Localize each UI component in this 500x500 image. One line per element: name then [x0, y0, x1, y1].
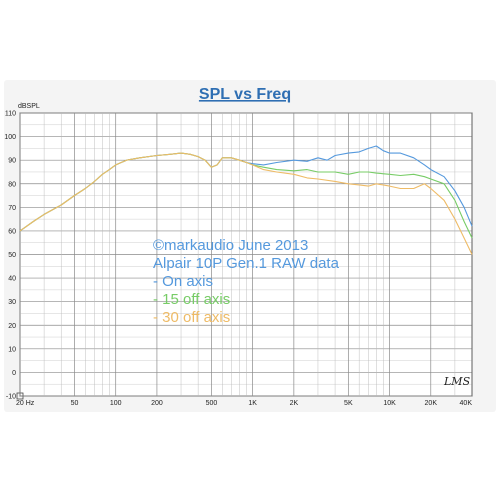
x-tick-label: 1K	[248, 400, 257, 407]
y-tick-label: 50	[8, 252, 16, 259]
annotation-line: ©markaudio June 2013	[153, 237, 308, 254]
y-tick-label: 100	[4, 134, 16, 141]
annotation-line: Alpair 10P Gen.1 RAW data	[153, 255, 340, 272]
series-line-30-off-axis	[19, 152, 473, 255]
x-tick-label: 10K	[383, 400, 396, 407]
chart-title: SPL vs Freq	[199, 86, 291, 103]
y-tick-label: 20	[8, 323, 16, 330]
x-tick-label: 200	[151, 400, 163, 407]
x-tick-label: 2K	[290, 400, 299, 407]
x-tick-label: 50	[71, 400, 79, 407]
signature-mark: LMS	[443, 375, 471, 388]
annotation-line: - On axis	[153, 273, 213, 290]
y-tick-label: 10	[8, 346, 16, 353]
y-tick-label: 90	[8, 158, 16, 165]
x-tick-label: 500	[206, 400, 218, 407]
annotation-line: - 30 off axis	[153, 309, 230, 326]
grid-lines	[19, 112, 473, 397]
x-tick-label: 40K	[460, 400, 473, 407]
y-tick-label: 80	[8, 181, 16, 188]
y-tick-label: 40	[8, 276, 16, 283]
x-tick-labels: 20 Hz 50 100 200 500 1K 2K 5K 10K 20K 40K	[16, 400, 472, 407]
x-tick-label: 5K	[344, 400, 353, 407]
y-tick-label: 30	[8, 299, 16, 306]
y-tick-label: -10	[6, 394, 16, 401]
y-axis-label: dBSPL	[18, 103, 40, 110]
y-tick-labels: -10 0 10 20 30 40 50 60 70 80 90 100 110	[4, 111, 16, 401]
y-tick-label: 0	[12, 370, 16, 377]
y-tick-label: 70	[8, 205, 16, 212]
x-tick-label: 20K	[425, 400, 438, 407]
annotation-line: - 15 off axis	[153, 291, 230, 308]
series-lines	[19, 145, 473, 255]
x-tick-label: 20 Hz	[16, 400, 35, 407]
x-tick-label: 100	[110, 400, 122, 407]
y-tick-label: 110	[5, 111, 16, 118]
y-tick-label: 60	[8, 228, 16, 235]
